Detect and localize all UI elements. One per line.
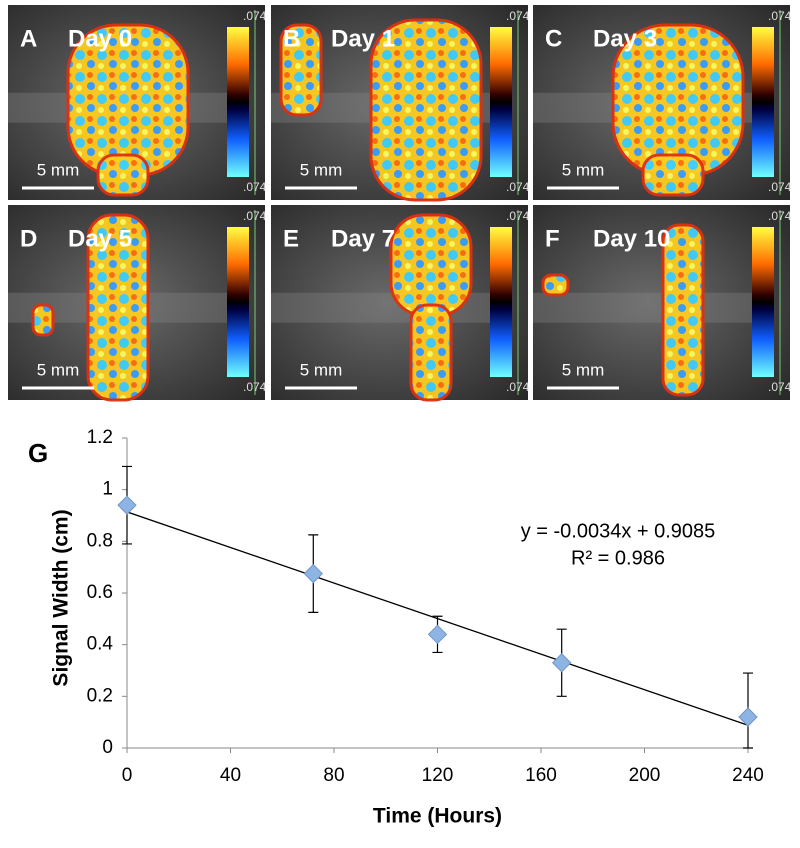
colorbar-label: .074 (506, 180, 530, 194)
panel-day: Day 0 (68, 25, 132, 52)
y-tick-label: 0.2 (87, 685, 113, 706)
tissue-band (533, 292, 760, 323)
colorbar (227, 227, 249, 377)
data-point (738, 707, 758, 727)
data-point (427, 624, 448, 645)
colorbar (490, 27, 512, 177)
trend-equation: y = -0.0034x + 0.9085 (521, 520, 716, 542)
colorbar (752, 27, 774, 177)
y-tick-label: 0.6 (87, 582, 113, 603)
colorbar (227, 27, 249, 177)
panel-day: Day 7 (331, 225, 395, 252)
panel-letter: F (545, 225, 560, 252)
scale-bar-label: 5 mm (300, 160, 343, 179)
doppler-signal (279, 23, 323, 117)
doppler-signal (641, 153, 705, 197)
x-tick-label: 0 (122, 765, 133, 786)
scale-bar-label: 5 mm (562, 160, 605, 179)
x-tick-label: 240 (732, 765, 764, 786)
image-panel: .074 .074 C Day 3 5 mm (533, 5, 792, 200)
image-panel: .074 .074 F Day 10 5 mm (533, 205, 792, 400)
doppler-signal (541, 273, 570, 297)
image-panel: .074 .074 E Day 7 5 mm (271, 205, 530, 402)
y-tick-label: 0.4 (87, 634, 114, 655)
panel-letter: D (20, 225, 37, 252)
x-tick-label: 200 (629, 765, 661, 786)
y-axis-title: Signal Width (cm) (50, 509, 73, 686)
doppler-signal (661, 223, 705, 397)
panel-letter: C (545, 25, 562, 52)
colorbar-label: .074 (506, 209, 530, 223)
y-tick-label: 0.8 (87, 530, 113, 551)
data-point (551, 653, 572, 673)
colorbar (752, 227, 774, 377)
doppler-signal (31, 303, 55, 337)
x-tick-label: 120 (422, 765, 454, 786)
scale-bar-label: 5 mm (300, 360, 343, 379)
panel-day: Day 10 (593, 225, 670, 252)
panel-letter: G (28, 438, 48, 468)
scale-bar-label: 5 mm (37, 160, 80, 179)
data-point (303, 563, 324, 584)
panel-day: Day 5 (68, 225, 132, 252)
colorbar (490, 227, 512, 377)
doppler-signal (369, 18, 483, 202)
doppler-signal (86, 213, 150, 402)
y-tick-label: 1.2 (87, 427, 113, 448)
colorbar-label: .074 (768, 380, 792, 394)
y-tick-label: 0 (102, 737, 113, 758)
image-panel: .074 .074 A Day 0 5 mm (8, 5, 267, 200)
doppler-signal (96, 153, 150, 197)
panel-day: Day 3 (593, 25, 657, 52)
y-tick-label: 1 (102, 479, 113, 500)
image-panel: .074 .074 B Day 1 5 mm (271, 5, 530, 202)
panel-letter: B (283, 25, 300, 52)
scale-bar-label: 5 mm (562, 360, 605, 379)
x-axis-title: Time (Hours) (373, 805, 502, 828)
colorbar-label: .074 (243, 209, 267, 223)
panel-letter: E (283, 225, 299, 252)
x-tick-label: 40 (220, 765, 241, 786)
colorbar-label: .074 (506, 380, 530, 394)
colorbar-label: .074 (506, 9, 530, 23)
colorbar-label: .074 (768, 209, 792, 223)
colorbar-label: .074 (243, 9, 267, 23)
doppler-signal (389, 213, 473, 317)
colorbar-label: .074 (768, 180, 792, 194)
image-panel: .074 .074 D Day 5 5 mm (8, 205, 267, 402)
x-tick-label: 80 (323, 765, 344, 786)
panel-letter: A (20, 25, 37, 52)
doppler-signal (409, 303, 453, 402)
trend-equation: R² = 0.986 (571, 547, 665, 569)
colorbar-label: .074 (243, 180, 267, 194)
panel-day: Day 1 (331, 25, 395, 52)
scale-bar-label: 5 mm (37, 360, 80, 379)
colorbar-label: .074 (768, 9, 792, 23)
x-tick-label: 160 (525, 765, 557, 786)
colorbar-label: .074 (243, 380, 267, 394)
data-point (117, 495, 137, 515)
